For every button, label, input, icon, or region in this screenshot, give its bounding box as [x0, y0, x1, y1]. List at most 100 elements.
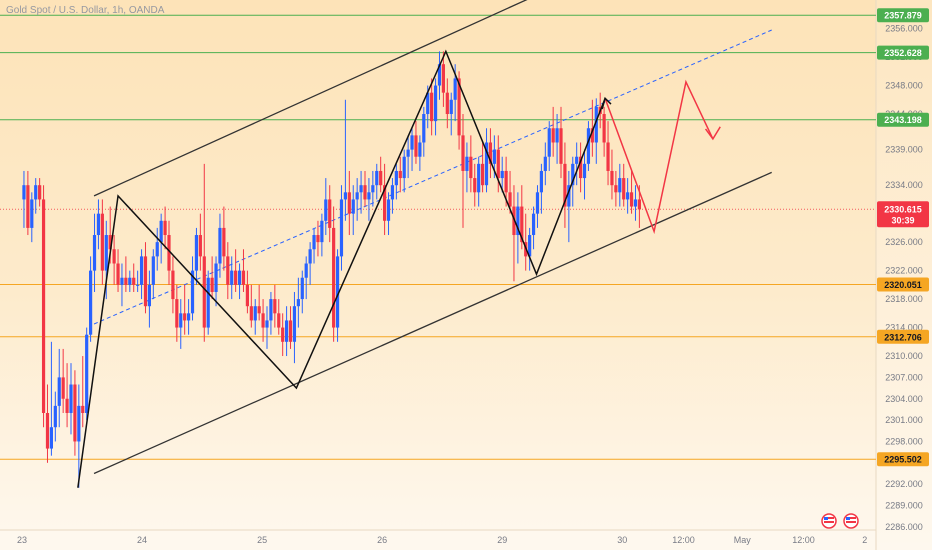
candle-body: [198, 235, 202, 257]
candle: [579, 142, 583, 193]
candle-body: [41, 199, 46, 413]
candle: [57, 348, 61, 428]
candle-body: [65, 398, 69, 413]
candle-body: [210, 277, 214, 292]
candle-body: [618, 178, 622, 193]
candle-body: [402, 156, 406, 179]
candle-body: [26, 185, 30, 228]
candle-body: [445, 92, 449, 115]
price-tick-label: 2334.000: [885, 180, 923, 190]
price-axis[interactable]: 2286.0002289.0002292.0002295.0002298.000…: [885, 24, 923, 532]
candle-body: [504, 170, 508, 193]
candle: [237, 263, 242, 300]
candle-body: [253, 306, 257, 321]
channel-lower-line[interactable]: [93, 171, 772, 475]
candle: [359, 170, 363, 214]
us-flag-icon[interactable]: [821, 513, 837, 529]
candle-body: [371, 185, 375, 193]
candle-body: [296, 299, 300, 307]
candle: [288, 306, 293, 349]
candle: [89, 256, 93, 342]
level-tag: 2343.198: [877, 112, 929, 127]
candle-body: [124, 277, 128, 285]
candle: [477, 156, 481, 207]
candle: [508, 170, 512, 214]
candle: [351, 185, 355, 236]
price-tick-label: 2356.000: [885, 24, 923, 34]
candle-body: [96, 213, 101, 236]
candle-body: [77, 405, 81, 442]
candle: [539, 163, 543, 214]
candle: [488, 128, 493, 179]
candle: [379, 156, 383, 193]
candle-body: [335, 256, 340, 328]
candle: [234, 249, 238, 292]
candle-body: [30, 199, 34, 228]
candle-body: [547, 128, 551, 157]
candle: [45, 384, 50, 463]
projection-path[interactable]: [604, 79, 714, 235]
candle-body: [633, 199, 638, 207]
candle-body: [49, 427, 53, 449]
candle-body: [383, 185, 387, 221]
candle-body: [528, 235, 532, 257]
candle-body: [484, 142, 489, 186]
event-flag-icons[interactable]: [821, 513, 859, 529]
candle: [430, 78, 434, 136]
zigzag-line[interactable]: [77, 49, 606, 488]
candle-body: [116, 263, 120, 285]
candle-body: [481, 163, 485, 186]
zigzag-pattern[interactable]: [77, 49, 606, 488]
candle: [528, 227, 532, 271]
candle: [332, 206, 336, 342]
candle: [277, 299, 281, 335]
candle: [187, 299, 191, 335]
candle: [551, 106, 555, 157]
candle: [202, 163, 206, 342]
candle: [633, 185, 638, 221]
candle-body: [559, 128, 563, 164]
us-flag-icon[interactable]: [843, 513, 859, 529]
candle-body: [579, 156, 583, 179]
candle-body: [190, 270, 195, 314]
candle-body: [586, 128, 591, 164]
candle: [590, 99, 594, 157]
candle-body: [351, 199, 355, 214]
candle-body: [488, 142, 493, 164]
candle: [567, 170, 571, 243]
candle: [136, 270, 140, 292]
candle: [316, 220, 320, 257]
level-tag-label: 2295.502: [884, 455, 922, 465]
candle-body: [508, 192, 512, 207]
channel-upper-line[interactable]: [93, 0, 541, 197]
candle-body: [300, 277, 304, 300]
candle: [496, 135, 500, 193]
candle-body: [563, 163, 567, 207]
candle: [582, 149, 587, 200]
candle: [394, 163, 398, 200]
level-tag-label: 2312.706: [884, 332, 922, 342]
candle: [96, 199, 101, 250]
candle-body: [304, 263, 308, 278]
price-tick-label: 2292.000: [885, 479, 923, 489]
candle-body: [202, 256, 206, 328]
candle: [163, 206, 167, 250]
candle-body: [594, 106, 598, 143]
candle: [112, 235, 116, 285]
candle-body: [155, 242, 159, 257]
candle-body: [316, 235, 320, 243]
candle-body: [606, 142, 610, 171]
candle-body: [339, 199, 344, 257]
candle: [194, 227, 199, 285]
candle: [484, 128, 489, 193]
candle: [179, 299, 183, 349]
candle: [473, 163, 477, 207]
candle: [175, 284, 179, 342]
candle-body: [206, 277, 210, 328]
time-axis[interactable]: 23 24 25 26 29 30 12:00 May 12:00 2: [17, 535, 867, 545]
candle: [531, 206, 536, 250]
price-projection[interactable]: [601, 79, 721, 235]
price-channel[interactable]: [93, 0, 772, 475]
candle: [49, 341, 53, 456]
